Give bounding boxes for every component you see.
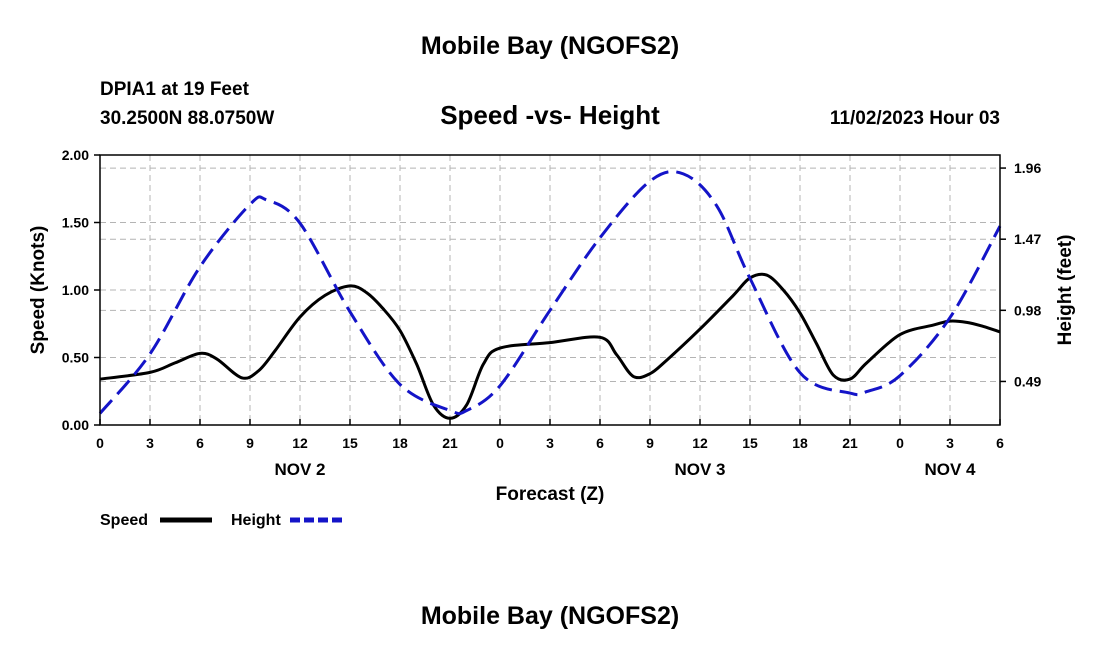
x-tick-label: 21 <box>842 435 858 451</box>
y-tick-label: 1.50 <box>62 215 89 231</box>
grid <box>100 155 1000 425</box>
datetime-label: 11/02/2023 Hour 03 <box>830 108 1000 129</box>
x-tick-label: 3 <box>146 435 154 451</box>
legend-speed-label: Speed <box>100 512 148 529</box>
plot-frame <box>99 154 1001 426</box>
y-tick-label: 1.00 <box>62 282 89 298</box>
x-tick-label: 18 <box>392 435 408 451</box>
y-axis-label: Speed (Knots) <box>28 226 49 355</box>
x-tick-label: 0 <box>896 435 904 451</box>
speed-series-line <box>99 272 1001 420</box>
height-series-line <box>98 170 1002 416</box>
chart-subtitle: Speed -vs- Height <box>440 100 660 130</box>
coords-label: 30.2500N 88.0750W <box>100 108 274 129</box>
legend-height-label: Height <box>231 512 281 529</box>
x-tick-label: 0 <box>496 435 504 451</box>
date-label: NOV 3 <box>674 460 725 479</box>
x-tick-label: 3 <box>546 435 554 451</box>
x-tick-label: 9 <box>246 435 254 451</box>
y2-axis-label: Height (feet) <box>1055 235 1076 346</box>
date-label: NOV 4 <box>924 460 976 479</box>
x-tick-label: 6 <box>196 435 204 451</box>
x-tick-label: 12 <box>692 435 708 451</box>
chart-title: Mobile Bay (NGOFS2) <box>421 32 679 60</box>
y-tick-label: 2.00 <box>62 147 89 163</box>
series-group <box>98 170 1002 420</box>
y2-tick-label: 0.98 <box>1014 302 1041 318</box>
x-tick-label: 15 <box>342 435 358 451</box>
station-label: DPIA1 at 19 Feet <box>100 79 250 100</box>
x-tick-label: 9 <box>646 435 654 451</box>
x-tick-label: 18 <box>792 435 808 451</box>
x-tick-label: 12 <box>292 435 308 451</box>
ticks: 0 3 6 9 12 15 18 21 0 3 6 9 12 15 18 21 0 3 6 0.00 0.50 1.00 1… <box>62 147 1042 479</box>
x-axis-label: Forecast (Z) <box>496 484 605 505</box>
y2-tick-label: 1.47 <box>1014 231 1041 247</box>
y2-tick-label: 0.49 <box>1014 373 1041 389</box>
x-tick-label: 6 <box>996 435 1004 451</box>
x-tick-label: 21 <box>442 435 458 451</box>
y2-tick-label: 1.96 <box>1014 160 1041 176</box>
x-tick-label: 6 <box>596 435 604 451</box>
date-label: NOV 2 <box>274 460 325 479</box>
footer-title: Mobile Bay (NGOFS2) <box>421 602 679 630</box>
x-tick-label: 15 <box>742 435 758 451</box>
y-tick-label: 0.50 <box>62 350 89 366</box>
x-tick-label: 0 <box>96 435 104 451</box>
x-tick-label: 3 <box>946 435 954 451</box>
y-tick-label: 0.00 <box>62 417 89 433</box>
